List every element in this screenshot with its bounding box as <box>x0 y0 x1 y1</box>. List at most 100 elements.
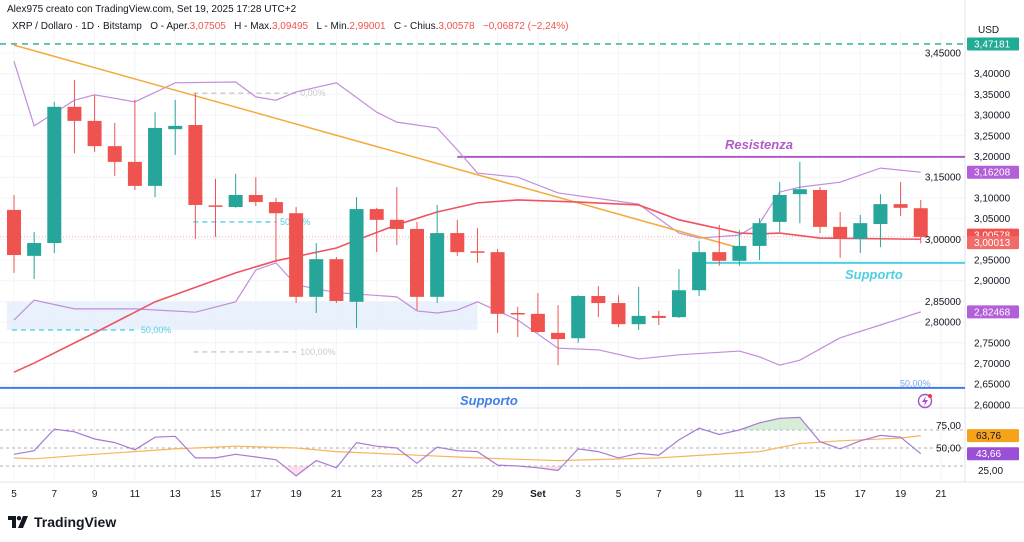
candle-body <box>67 106 82 121</box>
fib-level-label: 50,00% <box>900 378 931 388</box>
candle-body <box>369 209 384 220</box>
notification-dot <box>928 394 932 398</box>
fib-level-label: 0,00% <box>300 88 326 98</box>
candle <box>309 243 324 313</box>
lightning-icon-bolt <box>922 396 928 406</box>
candle <box>87 94 102 152</box>
high-value: 3,09495 <box>271 21 309 32</box>
candle-body <box>692 252 707 291</box>
candle-body <box>853 223 868 239</box>
price-tick-label: 3,45000 <box>925 49 962 60</box>
time-tick-label: 17 <box>855 489 867 500</box>
candle <box>289 207 304 304</box>
candle-body <box>772 195 787 222</box>
candle <box>772 182 787 232</box>
symbol-name[interactable]: XRP / Dollaro · 1D · Bitstamp <box>12 21 142 32</box>
high-label: H - Max. <box>234 21 272 32</box>
candle <box>47 101 62 253</box>
candle <box>853 214 868 253</box>
candle-body <box>87 120 102 147</box>
time-tick-label: 23 <box>371 489 383 500</box>
candle-body <box>148 127 163 186</box>
time-tick-label: 5 <box>11 489 17 500</box>
price-tick-label: 3,15000 <box>925 173 962 184</box>
rsi-tick-label: 25,00 <box>978 466 1003 477</box>
candle <box>813 187 827 234</box>
fib-level-label: 50,00% <box>141 325 172 335</box>
rsi-ma-line <box>13 435 921 462</box>
candle-body <box>611 303 626 325</box>
time-tick-label: 9 <box>696 489 702 500</box>
candle-body <box>551 332 566 340</box>
candle-body <box>168 125 183 130</box>
candle <box>27 231 42 280</box>
candle <box>510 306 525 338</box>
price-chart[interactable]: 0,00%50,00%100,00%50,00%50,00%Resistenza… <box>0 0 1024 510</box>
price-tick-label: 3,35000 <box>974 90 1011 101</box>
time-tick-label: 11 <box>734 489 745 500</box>
low-value: 2,99001 <box>349 21 386 32</box>
candle-body <box>289 213 304 297</box>
change-value: −0,06872 (−2,24%) <box>482 21 569 32</box>
candle <box>148 112 163 198</box>
time-tick-label: 11 <box>130 489 141 500</box>
candle <box>873 194 888 248</box>
tradingview-logo-icon <box>8 516 28 528</box>
candle <box>611 295 626 328</box>
candle <box>127 99 142 191</box>
candle <box>329 257 344 304</box>
rsi-badge <box>967 429 1019 443</box>
price-tick-label: 2,95000 <box>974 256 1011 267</box>
time-tick-label: 21 <box>331 489 343 500</box>
rsi-line <box>13 416 922 477</box>
price-badge <box>967 236 1019 250</box>
candle-body <box>873 204 888 224</box>
candle <box>530 293 545 333</box>
lightning-icon-circle <box>917 393 933 409</box>
open-label: O - Aper. <box>150 21 190 32</box>
candle-body <box>188 125 203 205</box>
candle <box>410 221 424 311</box>
candle <box>490 248 505 333</box>
rsi-overbought-fill <box>759 418 780 430</box>
candle <box>470 228 485 263</box>
price-tick-label: 3,10000 <box>974 193 1011 204</box>
candle <box>913 199 928 244</box>
candle-body <box>893 204 908 208</box>
price-tick-label: 3,40000 <box>974 69 1011 80</box>
price-tick-label: 2,90000 <box>974 276 1011 287</box>
candle <box>651 310 666 325</box>
candle <box>349 197 364 328</box>
candle-body <box>47 106 62 244</box>
price-badge-label: 3,16208 <box>974 168 1011 179</box>
time-tick-label: 25 <box>411 489 423 500</box>
candle-body <box>268 202 283 214</box>
candle-body <box>591 296 606 304</box>
lightning-icon <box>917 393 933 409</box>
close-label: C - Chius. <box>393 21 439 32</box>
price-badge <box>967 305 1019 319</box>
candle <box>67 79 82 154</box>
bollinger-upper-line <box>13 61 921 239</box>
price-tick-label: 2,80000 <box>925 318 962 329</box>
candle <box>833 211 848 258</box>
candle <box>188 93 203 239</box>
price-badge-label: 2,82468 <box>974 307 1011 318</box>
candle <box>389 187 404 246</box>
bollinger-lower-line <box>13 262 921 366</box>
candle-body <box>470 251 485 253</box>
moving-average-line <box>13 199 921 373</box>
candle-body <box>913 208 928 237</box>
time-tick-label: 29 <box>492 489 504 500</box>
tradingview-logo[interactable]: TradingView <box>8 514 116 530</box>
tradingview-logo-text: TradingView <box>34 514 117 530</box>
candle <box>268 197 283 263</box>
candle <box>752 218 767 260</box>
candle-body <box>410 228 424 297</box>
author-line: Alex975 creato con TradingView.com, Set … <box>7 4 297 15</box>
time-tick-label: 13 <box>774 489 786 500</box>
candle <box>671 269 686 318</box>
candle-body <box>651 315 666 318</box>
candle-body <box>530 313 545 333</box>
time-tick-label: 15 <box>210 489 222 500</box>
